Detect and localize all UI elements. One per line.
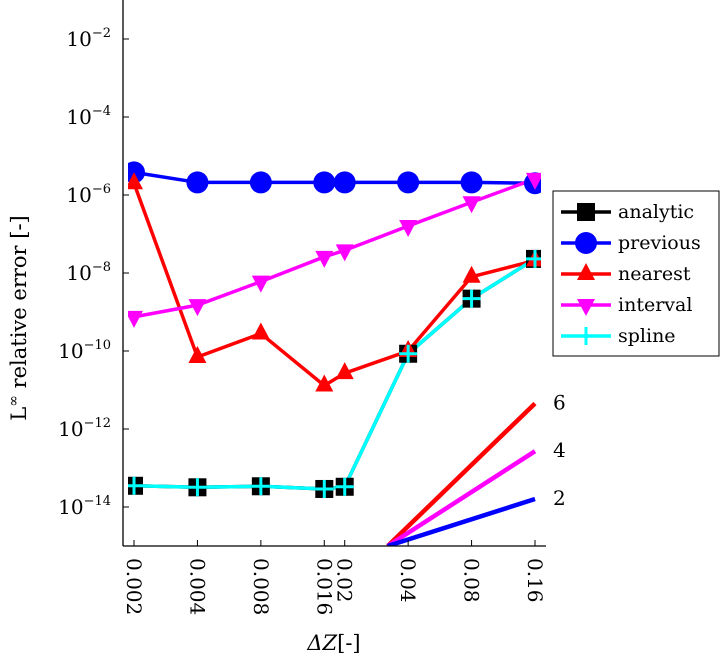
point-spline bbox=[399, 344, 418, 363]
y-tick-label: 10−4 bbox=[66, 104, 111, 129]
legend-marker-previous bbox=[575, 232, 597, 254]
legend-label-analytic: analytic bbox=[618, 201, 694, 223]
slope-label-6: 6 bbox=[553, 391, 566, 415]
point-interval bbox=[462, 196, 481, 214]
y-tick-label: 10−12 bbox=[58, 416, 111, 441]
slope-label-2: 2 bbox=[553, 486, 566, 510]
legend-marker-spline bbox=[577, 327, 595, 345]
point-interval bbox=[188, 299, 207, 317]
point-nearest bbox=[315, 374, 334, 392]
point-previous bbox=[186, 171, 209, 194]
legend-marker-nearest bbox=[577, 263, 595, 280]
point-previous bbox=[333, 171, 356, 194]
legend-label-previous: previous bbox=[618, 232, 701, 254]
legend-items: analytic previous nearest interval spline bbox=[561, 201, 701, 347]
point-previous bbox=[397, 171, 420, 194]
point-nearest bbox=[251, 322, 270, 340]
point-spline bbox=[526, 249, 541, 268]
point-spline bbox=[315, 479, 334, 498]
y-tick-label: 10−10 bbox=[58, 338, 111, 363]
point-spline bbox=[128, 476, 143, 495]
point-spline bbox=[335, 477, 354, 496]
plot-area bbox=[128, 161, 541, 546]
legend-label-spline: spline bbox=[618, 325, 676, 347]
legend-label-nearest: nearest bbox=[618, 263, 691, 285]
y-tick-label: 10−8 bbox=[66, 260, 111, 285]
point-nearest bbox=[335, 362, 354, 380]
slope-line-2 bbox=[387, 496, 536, 546]
x-tick-label: 0.08 bbox=[460, 558, 484, 603]
point-interval bbox=[335, 244, 354, 262]
slope-line-4 bbox=[386, 449, 537, 546]
slope-line-6 bbox=[386, 401, 537, 546]
point-nearest bbox=[462, 265, 481, 283]
series-lines bbox=[132, 170, 536, 491]
legend: analytic previous nearest interval spline bbox=[552, 190, 720, 357]
legend-marker-analytic bbox=[577, 203, 595, 221]
point-spline bbox=[188, 478, 207, 497]
x-tick-label: 0.16 bbox=[523, 558, 547, 603]
series-line-nearest bbox=[132, 182, 536, 388]
legend-marker-interval bbox=[577, 299, 595, 316]
point-interval bbox=[315, 250, 334, 268]
series-line-spline bbox=[133, 257, 536, 491]
point-interval bbox=[251, 275, 270, 293]
slope-label-4: 4 bbox=[553, 438, 566, 462]
y-tick-label: 10−6 bbox=[66, 182, 111, 207]
point-previous bbox=[249, 171, 272, 194]
point-previous bbox=[313, 171, 336, 194]
point-nearest bbox=[188, 346, 207, 364]
x-tick-label: 0.02 bbox=[333, 558, 357, 603]
x-tick-label: 0.008 bbox=[249, 558, 273, 615]
x-tick-label: 0.016 bbox=[312, 558, 336, 615]
point-interval bbox=[526, 172, 541, 190]
point-interval bbox=[128, 310, 143, 328]
x-tick-label: 0.004 bbox=[185, 558, 209, 615]
point-interval bbox=[399, 220, 418, 238]
x-tick-label: 0.002 bbox=[122, 558, 146, 615]
y-tick-label: 10−2 bbox=[66, 26, 111, 51]
x-tick-label: 0.04 bbox=[396, 558, 420, 603]
slope-lines bbox=[386, 401, 537, 546]
y-ticks: 10−14 10−12 10−10 10−8 10−6 10−4 10−2 bbox=[58, 26, 129, 519]
series-line-interval bbox=[133, 177, 536, 319]
point-spline bbox=[462, 289, 481, 308]
point-previous bbox=[460, 171, 483, 194]
point-nearest bbox=[128, 172, 143, 190]
y-tick-label: 10−14 bbox=[58, 494, 111, 519]
point-spline bbox=[251, 477, 270, 496]
y-axis-label: L∞ relative error [-] bbox=[6, 215, 31, 420]
series-markers bbox=[128, 161, 541, 498]
legend-label-interval: interval bbox=[618, 294, 692, 316]
x-axis-label: ΔZ[-] bbox=[306, 631, 360, 655]
